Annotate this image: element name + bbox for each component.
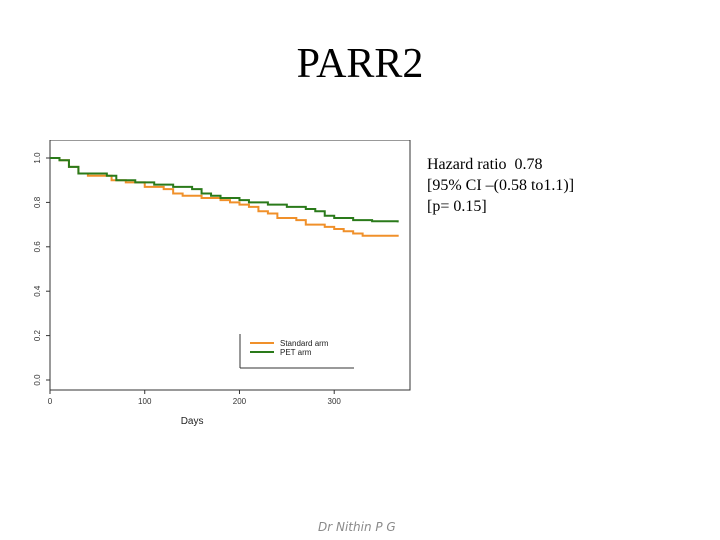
p-value-text: [p= 0.15]: [427, 198, 487, 215]
slide-title: PARR2: [296, 41, 424, 87]
plot-frame: [49, 140, 411, 391]
survival-chart-svg: 0.0 0.2 0.4 0.6 0.8 1.0 0 100 200 300 Days Standard…: [33, 140, 411, 427]
y-tick-label: 0.4: [33, 285, 42, 297]
y-tick-label: 0.0: [33, 374, 42, 386]
series-line-pet-arm: [50, 157, 399, 223]
confidence-interval-text: [95% CI –(0.58 to1.1)]: [427, 177, 575, 194]
footer-author: Dr Nithin P G: [318, 520, 396, 534]
x-tick-label: 100: [138, 397, 152, 406]
x-tick-label: 200: [233, 397, 247, 406]
y-tick-label: 0.2: [33, 329, 42, 341]
x-tick-label: 300: [328, 397, 342, 406]
x-axis-label: Days: [181, 416, 204, 427]
stats-block: Hazard ratio 0.78 [95% CI –(0.58 to1.1)]…: [427, 154, 574, 217]
y-tick-label: 0.6: [33, 241, 42, 253]
x-tick-label: 0: [48, 397, 53, 406]
survival-chart: 0.0 0.2 0.4 0.6 0.8 1.0 0 100 200 300 Days Standard…: [30, 140, 420, 440]
y-tick-label: 0.8: [33, 196, 42, 208]
legend-label: Standard arm: [280, 339, 329, 348]
hazard-ratio-text: Hazard ratio 0.78: [427, 156, 543, 173]
legend-label: PET arm: [280, 348, 312, 357]
y-tick-label: 1.0: [33, 152, 42, 164]
